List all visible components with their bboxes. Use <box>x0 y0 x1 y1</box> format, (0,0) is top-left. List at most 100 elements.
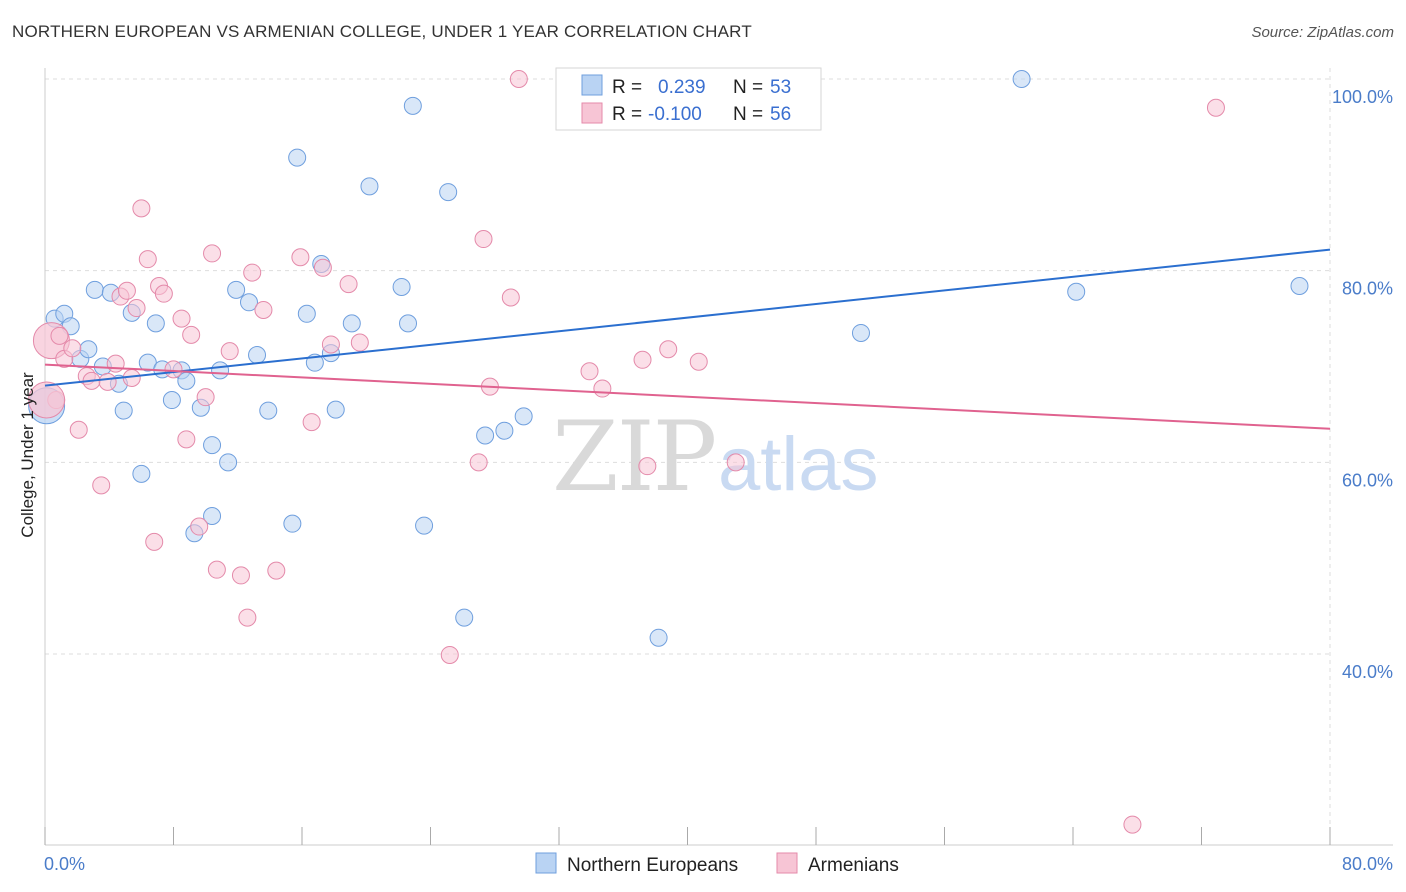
data-point-armenians <box>182 325 201 344</box>
data-point-armenians <box>207 560 226 579</box>
data-point-armenians <box>196 388 215 407</box>
data-point-armenians <box>98 372 117 391</box>
legend-label-northern-europeans: Northern Europeans <box>567 855 738 876</box>
y-tick-label: 100.0% <box>1332 87 1393 107</box>
legend-swatch-armenians <box>776 852 798 874</box>
trend-line-armenians <box>44 363 1331 430</box>
data-point-armenians <box>1123 815 1142 834</box>
data-point-armenians <box>106 354 125 373</box>
data-point-northern-europeans <box>342 314 361 333</box>
data-point-northern-europeans <box>1012 70 1031 88</box>
data-point-northern-europeans <box>403 96 422 115</box>
watermark-zip: ZIP <box>552 401 715 513</box>
data-point-armenians <box>190 517 209 536</box>
data-point-northern-europeans <box>415 516 434 535</box>
data-point-armenians <box>339 275 358 294</box>
data-point-armenians <box>203 244 222 263</box>
data-point-northern-europeans <box>439 183 458 202</box>
data-point-armenians <box>509 70 528 88</box>
data-point-northern-europeans <box>392 277 411 296</box>
trend-line-northern-europeans <box>44 248 1331 387</box>
data-point-northern-europeans <box>114 401 133 420</box>
stats-legend-swatch-pink <box>581 102 603 124</box>
data-point-northern-europeans <box>79 340 98 359</box>
data-point-armenians <box>302 413 321 432</box>
stats-r-value: -0.100 <box>648 104 702 125</box>
data-point-armenians <box>69 420 88 439</box>
chart-title: NORTHERN EUROPEAN VS ARMENIAN COLLEGE, U… <box>12 22 752 41</box>
data-point-armenians <box>238 608 257 627</box>
data-point-northern-europeans <box>248 346 267 364</box>
data-point-armenians <box>267 561 286 580</box>
data-point-armenians <box>172 309 191 328</box>
data-point-armenians <box>580 362 599 381</box>
data-point-armenians <box>254 300 273 319</box>
data-point-northern-europeans <box>211 361 230 380</box>
data-point-northern-europeans <box>476 426 495 445</box>
data-point-northern-europeans <box>162 391 181 410</box>
data-point-armenians <box>440 645 459 664</box>
data-point-northern-europeans <box>227 280 246 299</box>
data-point-northern-europeans <box>259 401 278 420</box>
data-point-northern-europeans <box>399 314 418 333</box>
stats-r-label: R = <box>612 104 642 125</box>
data-point-armenians <box>50 326 69 345</box>
data-point-armenians <box>164 360 183 379</box>
data-point-armenians <box>689 352 708 371</box>
data-point-armenians <box>501 288 520 307</box>
stats-legend: R = 0.239 N = 53 R = -0.100 N = 56 <box>555 67 822 131</box>
y-tick-labels: 40.0% 60.0% 80.0% 100.0% <box>1332 87 1393 682</box>
data-point-armenians <box>231 566 250 585</box>
data-point-northern-europeans <box>1290 277 1309 295</box>
data-point-armenians <box>63 339 82 358</box>
y-tick-label: 60.0% <box>1342 470 1393 490</box>
stats-n-label: N = <box>733 104 763 125</box>
data-point-armenians <box>92 476 111 495</box>
watermark-atlas: atlas <box>718 422 879 507</box>
data-point-northern-europeans <box>649 628 668 647</box>
series-legend: Northern Europeans Armenians <box>535 852 899 876</box>
data-point-northern-europeans <box>1067 282 1086 301</box>
data-point-northern-europeans <box>455 608 474 627</box>
legend-swatch-northern-europeans <box>535 852 557 874</box>
stats-n-label: N = <box>733 77 763 98</box>
x-tick-label-min: 0.0% <box>44 854 85 874</box>
data-point-northern-europeans <box>283 514 302 533</box>
data-point-northern-europeans <box>85 280 104 299</box>
data-point-armenians <box>177 430 196 449</box>
data-point-armenians <box>145 532 164 551</box>
data-point-northern-europeans <box>203 507 222 525</box>
data-point-armenians <box>138 250 157 269</box>
data-point-northern-europeans <box>288 148 307 167</box>
y-axis-title: College, Under 1 year <box>18 372 37 538</box>
stats-n-value: 56 <box>770 104 791 125</box>
data-point-northern-europeans <box>146 314 165 333</box>
data-point-northern-europeans <box>297 304 316 323</box>
stats-r-value: 0.239 <box>658 77 706 98</box>
data-point-armenians <box>154 284 173 303</box>
data-point-armenians <box>659 340 678 359</box>
data-point-northern-europeans <box>360 177 379 196</box>
data-point-armenians <box>638 457 657 476</box>
watermark: ZIP atlas <box>552 401 879 513</box>
data-point-northern-europeans <box>326 400 345 419</box>
trend-layer <box>44 248 1331 430</box>
data-point-armenians <box>321 335 340 354</box>
data-point-armenians <box>132 199 151 218</box>
chart-source: Source: ZipAtlas.com <box>1251 24 1394 41</box>
data-point-northern-europeans <box>851 323 870 342</box>
stats-legend-swatch-blue <box>581 74 603 96</box>
data-point-armenians <box>220 342 239 361</box>
x-tick-label-max: 80.0% <box>1342 854 1393 874</box>
data-point-armenians <box>117 281 136 300</box>
axes-layer <box>44 68 1393 846</box>
data-point-armenians <box>291 248 310 267</box>
data-point-armenians <box>474 230 493 249</box>
data-point-northern-europeans <box>219 453 238 472</box>
points-layer <box>28 70 1309 834</box>
stats-r-label: R = <box>612 77 642 98</box>
data-point-armenians <box>1206 98 1225 117</box>
data-point-northern-europeans <box>495 421 514 440</box>
data-point-armenians <box>127 299 146 318</box>
legend-label-armenians: Armenians <box>808 855 899 876</box>
